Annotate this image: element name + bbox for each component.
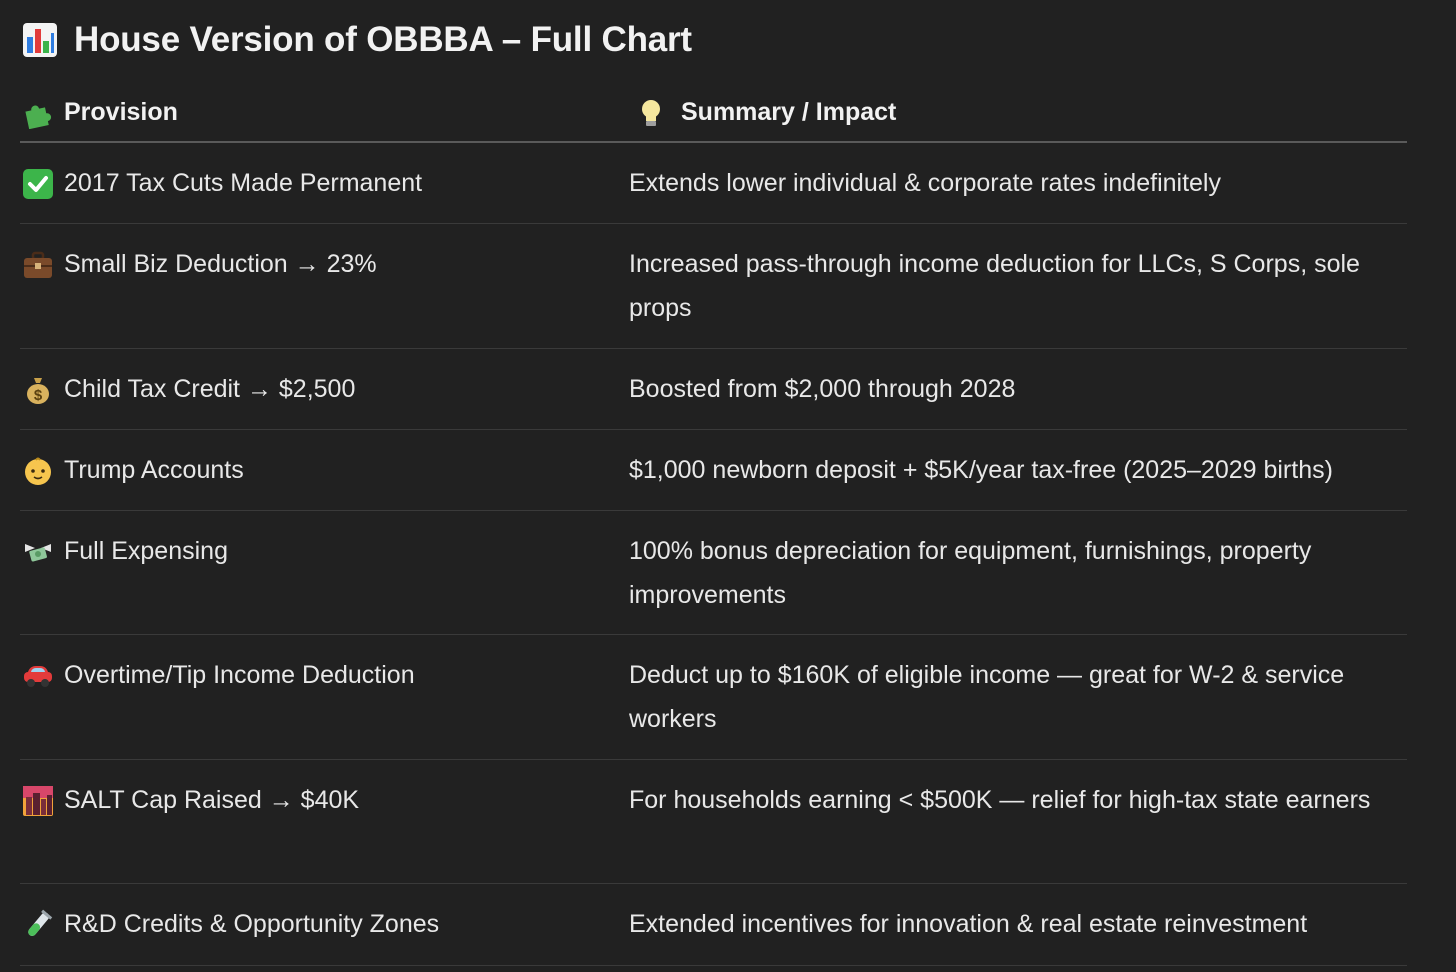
summary-text: $1,000 newborn deposit + $5K/year tax-fr… — [629, 456, 1333, 484]
puzzle-piece-icon — [25, 105, 52, 129]
city-sunset-icon — [23, 786, 53, 816]
column-header-provision: Provision — [20, 97, 631, 129]
provision-label: R&D Credits & Opportunity Zones — [64, 910, 440, 938]
column-header-summary-label: Summary / Impact — [681, 98, 897, 126]
provision-label: Trump Accounts — [64, 456, 244, 484]
provision-label: Full Expensing — [64, 537, 228, 565]
table-row: R&D Credits & Opportunity Zones Extended… — [20, 884, 1407, 966]
check-mark-icon — [23, 169, 53, 199]
summary-text: Boosted from $2,000 through 2028 — [629, 375, 1016, 403]
provisions-table: Provision Summary / Impact 2017 Tax Cuts… — [20, 84, 1407, 966]
table-row: $ Child Tax Credit → $2,500 Boosted from… — [20, 349, 1407, 430]
provision-label: Small Biz Deduction → 23% — [64, 250, 377, 278]
table-header: Provision Summary / Impact — [20, 84, 1407, 143]
table-row: SALT Cap Raised → $40K For households ea… — [20, 760, 1407, 884]
svg-text:$: $ — [34, 387, 43, 404]
test-tube-icon — [28, 909, 53, 936]
summary-text: Extended incentives for innovation & rea… — [629, 910, 1308, 938]
column-header-summary: Summary / Impact — [631, 97, 896, 129]
bar-chart-icon — [23, 23, 57, 57]
table-row: Trump Accounts $1,000 newborn deposit + … — [20, 430, 1407, 511]
provision-label: SALT Cap Raised → $40K — [64, 786, 360, 814]
page-title: House Version of OBBBA – Full Chart — [22, 18, 692, 62]
table-row: Full Expensing 100% bonus depreciation f… — [20, 511, 1407, 635]
table-row: Small Biz Deduction → 23% Increased pass… — [20, 224, 1407, 349]
table-row: 2017 Tax Cuts Made Permanent Extends low… — [20, 143, 1407, 224]
page-title-text: House Version of OBBBA – Full Chart — [74, 20, 692, 59]
summary-text: Increased pass-through income deduction … — [629, 250, 1360, 322]
column-header-provision-label: Provision — [64, 98, 178, 126]
baby-face-icon — [25, 457, 51, 485]
summary-text: 100% bonus depreciation for equipment, f… — [629, 537, 1312, 609]
table-row: Overtime/Tip Income Deduction Deduct up … — [20, 635, 1407, 760]
summary-text: Deduct up to $160K of eligible income — … — [629, 661, 1345, 733]
briefcase-icon — [24, 251, 52, 278]
provision-label: Overtime/Tip Income Deduction — [64, 661, 415, 689]
money-bag-icon: $ — [27, 378, 49, 404]
provision-label: Child Tax Credit → $2,500 — [64, 375, 356, 403]
summary-text: For households earning < $500K — relief … — [629, 786, 1371, 814]
money-with-wings-icon — [25, 544, 51, 562]
car-icon — [24, 666, 52, 687]
provision-label: 2017 Tax Cuts Made Permanent — [64, 169, 423, 197]
light-bulb-icon — [642, 99, 660, 126]
summary-text: Extends lower individual & corporate rat… — [629, 169, 1221, 197]
